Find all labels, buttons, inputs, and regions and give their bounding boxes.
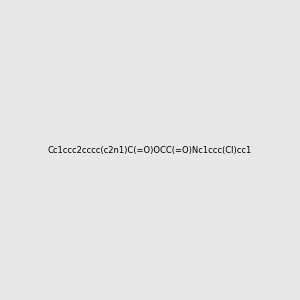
Text: Cc1ccc2cccc(c2n1)C(=O)OCC(=O)Nc1ccc(Cl)cc1: Cc1ccc2cccc(c2n1)C(=O)OCC(=O)Nc1ccc(Cl)c…	[48, 146, 252, 154]
